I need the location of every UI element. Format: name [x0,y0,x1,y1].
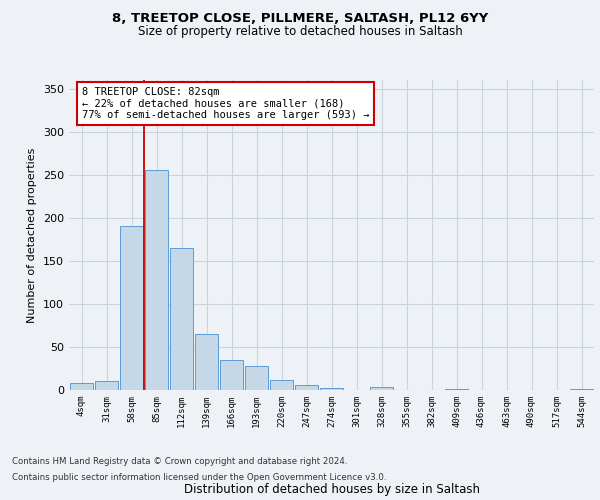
Bar [70,383,93,390]
Text: Contains HM Land Registry data © Crown copyright and database right 2024.: Contains HM Land Registry data © Crown c… [12,458,347,466]
Bar [220,360,243,390]
Bar [195,334,218,390]
Bar [570,389,593,390]
Bar [445,389,468,390]
Bar [245,366,268,390]
Bar [120,226,143,390]
Bar [295,385,318,390]
Bar [270,380,293,390]
Bar [95,380,118,390]
Bar [370,386,393,390]
Y-axis label: Number of detached properties: Number of detached properties [28,148,37,322]
Bar [170,248,193,390]
Bar [320,388,343,390]
Text: Contains public sector information licensed under the Open Government Licence v3: Contains public sector information licen… [12,472,386,482]
X-axis label: Distribution of detached houses by size in Saltash: Distribution of detached houses by size … [184,482,479,496]
Bar [145,170,168,390]
Text: 8 TREETOP CLOSE: 82sqm
← 22% of detached houses are smaller (168)
77% of semi-de: 8 TREETOP CLOSE: 82sqm ← 22% of detached… [82,87,369,120]
Text: 8, TREETOP CLOSE, PILLMERE, SALTASH, PL12 6YY: 8, TREETOP CLOSE, PILLMERE, SALTASH, PL1… [112,12,488,26]
Text: Size of property relative to detached houses in Saltash: Size of property relative to detached ho… [137,25,463,38]
